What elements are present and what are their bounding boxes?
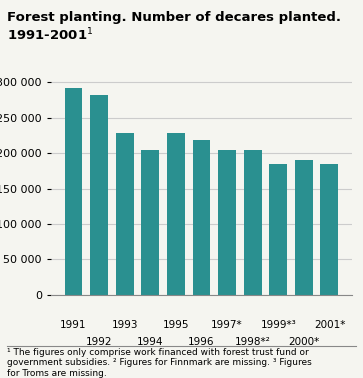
Bar [321,164,338,295]
Text: 1991: 1991 [60,320,87,330]
Bar [141,150,159,295]
Bar [167,133,185,295]
Text: 1997*: 1997* [211,320,243,330]
Text: 2000*: 2000* [288,336,319,347]
Bar [269,164,287,295]
Text: ¹ The figures only comprise work financed with forest trust fund or
government s: ¹ The figures only comprise work finance… [7,348,312,378]
Text: 1992: 1992 [86,336,112,347]
Text: 1996: 1996 [188,336,215,347]
Text: 1993: 1993 [111,320,138,330]
Bar [244,150,262,295]
Bar [218,150,236,295]
Bar [116,133,134,295]
Bar [295,160,313,295]
Bar [192,139,211,295]
Text: 1998*²: 1998*² [235,336,270,347]
Text: 2001*: 2001* [314,320,345,330]
Text: 1995: 1995 [163,320,189,330]
Bar [65,88,82,295]
Text: Forest planting. Number of decares planted. 1991-2001$^1$: Forest planting. Number of decares plant… [7,11,341,44]
Bar [90,95,108,295]
Text: 1999*³: 1999*³ [260,320,296,330]
Text: 1994: 1994 [137,336,163,347]
